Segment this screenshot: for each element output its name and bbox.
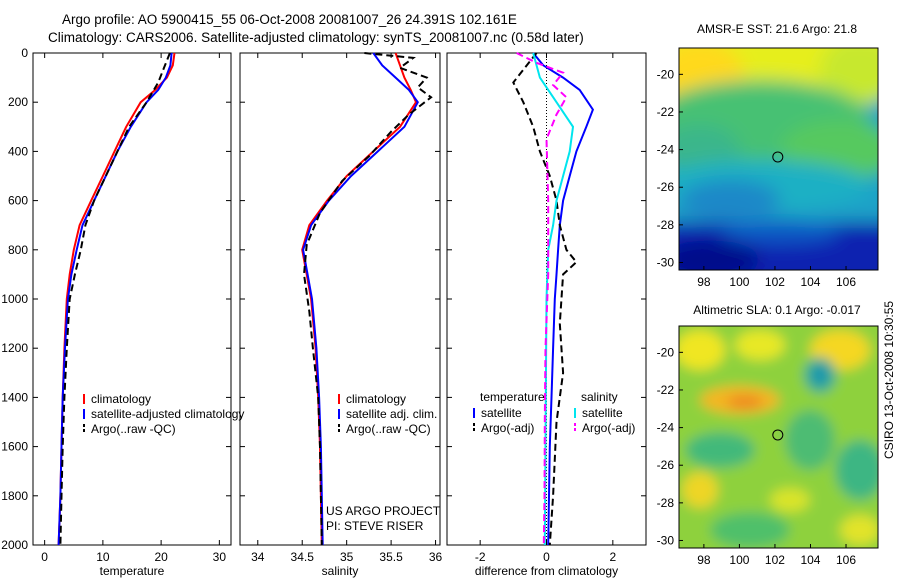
pi-annotation: PI: STEVE RISER bbox=[326, 519, 424, 533]
difference-series-temperature-satellite bbox=[532, 52, 595, 546]
temperature-ytick-label: 1400 bbox=[1, 390, 28, 404]
project-annotation: US ARGO PROJECT bbox=[326, 504, 441, 518]
temperature-series-argo-raw-qc- bbox=[59, 52, 171, 546]
temperature-ytick-label: 1800 bbox=[1, 489, 28, 503]
temperature-ytick-label: 600 bbox=[8, 194, 28, 208]
sst-field bbox=[679, 48, 878, 270]
legend-label: satellite bbox=[481, 406, 522, 420]
sst-map-xtick-label: 102 bbox=[765, 275, 785, 289]
salinity-xtick-label: 35 bbox=[340, 550, 354, 564]
salinity-series-argo-raw-qc- bbox=[302, 52, 433, 546]
salinity-xtick-label: 36 bbox=[429, 550, 443, 564]
sla-map-ytick-label: -22 bbox=[657, 383, 675, 397]
legend-label: Argo(..raw -QC) bbox=[91, 422, 176, 436]
sst-map-panel: AMSR-E SST: 21.6 Argo: 21.8 98 100 102 104 1… bbox=[657, 22, 879, 289]
difference-series-salinity-argo-adj- bbox=[516, 52, 568, 546]
sla-map-ytick-label: -24 bbox=[657, 421, 675, 435]
legend-label: satellite-adjusted climatology bbox=[91, 407, 244, 421]
temperature-xlabel: temperature bbox=[100, 564, 165, 578]
temperature-series-climatology bbox=[57, 52, 176, 546]
sla-map-ytick-label: -28 bbox=[657, 496, 675, 510]
sst-map-ytick-label: -22 bbox=[657, 105, 675, 119]
salinity-xlabel: salinity bbox=[322, 564, 359, 578]
salinity-xtick-label: 34 bbox=[251, 550, 265, 564]
legend-label: climatology bbox=[346, 392, 406, 406]
sla-field bbox=[679, 326, 878, 548]
salinity-profile-panel: 34 34.5 35 35.5 36 salinity climatologysatelli… bbox=[239, 52, 443, 578]
difference-xtick-label: 2 bbox=[609, 550, 616, 564]
sst-map-title: AMSR-E SST: 21.6 Argo: 21.8 bbox=[697, 22, 857, 36]
sst-map-ytick-label: -28 bbox=[657, 218, 675, 232]
legend-label: Argo(-adj) bbox=[582, 421, 635, 435]
difference-xlabel: difference from climatology bbox=[475, 564, 618, 578]
sla-map-title: Altimetric SLA: 0.1 Argo: -0.017 bbox=[693, 303, 861, 317]
legend-label: Argo(-adj) bbox=[481, 421, 534, 435]
sla-map-xtick-label: 106 bbox=[836, 553, 856, 567]
side-timestamp: CSIRO 13-Oct-2008 10:30:55 bbox=[882, 301, 896, 459]
temperature-xtick-label: 10 bbox=[96, 550, 110, 564]
sst-map-xtick-label: 98 bbox=[697, 275, 711, 289]
sst-map-argo-marker bbox=[772, 151, 784, 163]
sla-map-argo-marker bbox=[772, 429, 784, 441]
difference-series-temperature-argo-adj- bbox=[512, 52, 578, 546]
legend-label: satellite adj. clim. bbox=[346, 407, 437, 421]
difference-xtick-label: 0 bbox=[543, 550, 550, 564]
sla-map-frame bbox=[678, 325, 879, 549]
sst-map-ytick-label: -26 bbox=[657, 180, 675, 194]
difference-series-salinity-satellite bbox=[532, 52, 575, 546]
sst-map-frame bbox=[678, 47, 879, 271]
temperature-profile-panel: 0 10 20 30 0 200 400 600 800 1000 1200 1400 1600 1800… bbox=[1, 46, 244, 578]
temperature-ytick-label: 2000 bbox=[1, 538, 28, 552]
sla-map-panel: Altimetric SLA: 0.1 Argo: -0.017 bbox=[657, 303, 879, 567]
sst-map-xtick-label: 100 bbox=[729, 275, 749, 289]
salinity-series-climatology bbox=[301, 52, 418, 546]
temperature-ytick-label: 400 bbox=[8, 144, 28, 158]
temperature-ytick-label: 1200 bbox=[1, 341, 28, 355]
legend-label: satellite bbox=[582, 406, 623, 420]
legend-label: climatology bbox=[91, 392, 151, 406]
legend-label: Argo(..raw -QC) bbox=[346, 422, 431, 436]
sla-map-xtick-label: 100 bbox=[729, 553, 749, 567]
salinity-xtick-label: 35.5 bbox=[379, 550, 403, 564]
sst-map-xtick-label: 106 bbox=[836, 275, 856, 289]
sla-map-xtick-label: 102 bbox=[765, 553, 785, 567]
temperature-ytick-label: 800 bbox=[8, 243, 28, 257]
temperature-ytick-label: 0 bbox=[21, 46, 28, 60]
salinity-xtick-label: 34.5 bbox=[291, 550, 315, 564]
sla-map-ytick-label: -20 bbox=[657, 345, 675, 359]
sst-map-ytick-label: -24 bbox=[657, 143, 675, 157]
figure-title-line-2: Climatology: CARS2006. Satellite-adjuste… bbox=[48, 30, 584, 45]
temperature-ytick-label: 200 bbox=[8, 95, 28, 109]
temperature-xtick-label: 30 bbox=[213, 550, 227, 564]
temperature-ytick-label: 1000 bbox=[1, 292, 28, 306]
temperature-xtick-label: 0 bbox=[41, 550, 48, 564]
legend-header-salinity: salinity bbox=[581, 390, 618, 404]
sla-map-ytick-label: -26 bbox=[657, 458, 675, 472]
legend-header-temperature: temperature bbox=[480, 390, 545, 404]
salinity-frame bbox=[239, 52, 441, 546]
sla-map-xtick-label: 104 bbox=[800, 553, 820, 567]
difference-xtick-label: -2 bbox=[475, 550, 486, 564]
temperature-ytick-label: 1600 bbox=[1, 440, 28, 454]
salinity-series-satellite-adj-clim- bbox=[302, 52, 419, 546]
sla-map-ytick-label: -30 bbox=[657, 533, 675, 547]
temperature-xtick-label: 20 bbox=[154, 550, 168, 564]
sst-map-xtick-label: 104 bbox=[800, 275, 820, 289]
sla-map-xtick-label: 98 bbox=[697, 553, 711, 567]
sst-map-ytick-label: -30 bbox=[657, 255, 675, 269]
temperature-series-satellite-adjusted-climatology bbox=[57, 52, 173, 546]
sst-map-ytick-label: -20 bbox=[657, 67, 675, 81]
figure-title-line-1: Argo profile: AO 5900415_55 06-Oct-2008 … bbox=[62, 12, 517, 27]
